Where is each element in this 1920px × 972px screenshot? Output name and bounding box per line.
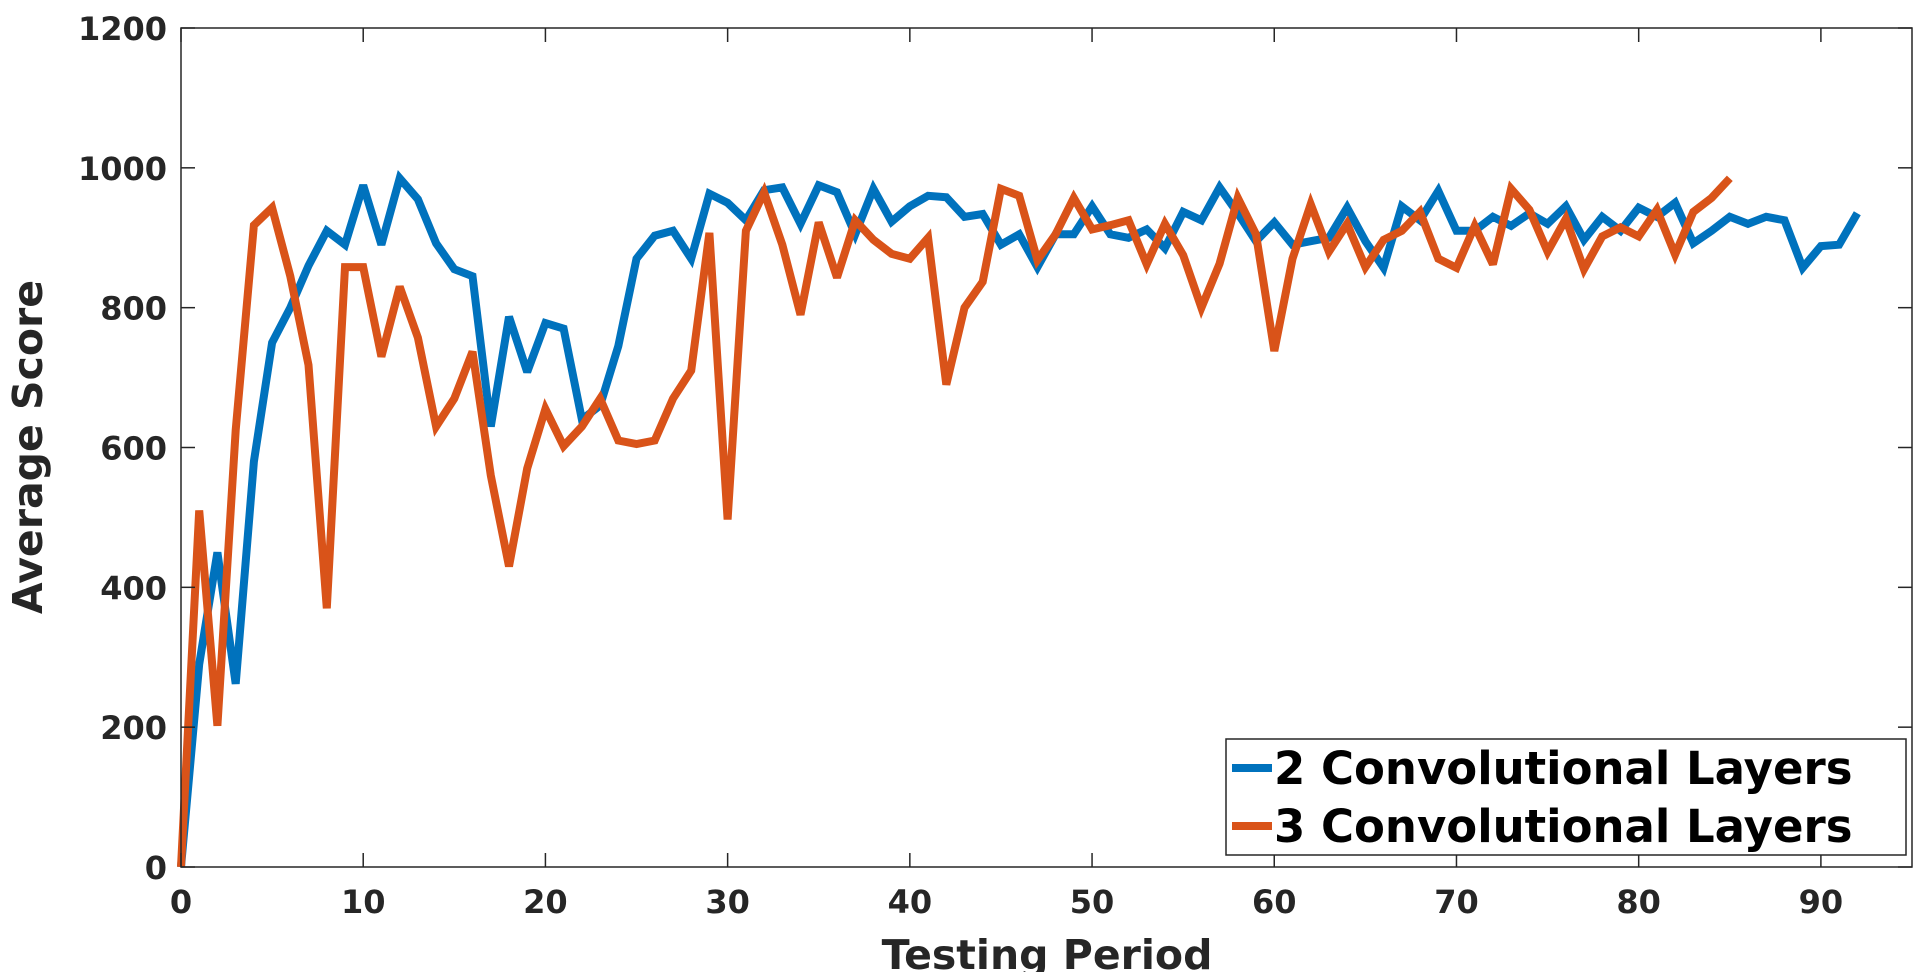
legend-label-series-2: 3 Convolutional Layers (1274, 800, 1853, 853)
legend-label-series-1: 2 Convolutional Layers (1274, 742, 1853, 795)
series-line-1 (177, 170, 1861, 868)
x-tick-label: 30 (705, 883, 750, 921)
x-tick-label: 0 (170, 883, 192, 921)
x-tick-label: 90 (1799, 883, 1844, 921)
y-tick-label: 200 (100, 709, 167, 747)
series-line-2 (177, 175, 1733, 868)
y-tick-label: 1000 (78, 150, 167, 188)
legend-box (1225, 738, 1907, 856)
y-tick-label: 400 (100, 569, 167, 607)
x-axis-label: Testing Period (882, 931, 1213, 972)
y-tick-label: 0 (145, 849, 167, 887)
y-tick-label: 600 (100, 430, 167, 468)
series-group (177, 170, 1861, 868)
y-axis-label: Average Score (4, 280, 52, 614)
plot-area (181, 28, 1912, 867)
x-tick-label: 60 (1252, 883, 1297, 921)
y-axis-ticks: 0 200 400 600 800 1000 1200 (78, 10, 1912, 887)
y-tick-label: 800 (100, 290, 167, 328)
legend: 2 Convolutional Layers 3 Convolutional L… (1225, 738, 1907, 856)
x-tick-label: 20 (523, 883, 568, 921)
x-axis-ticks: 0 10 20 30 40 50 60 70 80 90 (170, 28, 1843, 921)
x-tick-label: 80 (1616, 883, 1661, 921)
x-tick-label: 70 (1434, 883, 1479, 921)
y-tick-label: 1200 (78, 10, 167, 48)
x-tick-label: 40 (888, 883, 933, 921)
x-tick-label: 50 (1070, 883, 1115, 921)
x-tick-label: 10 (341, 883, 386, 921)
